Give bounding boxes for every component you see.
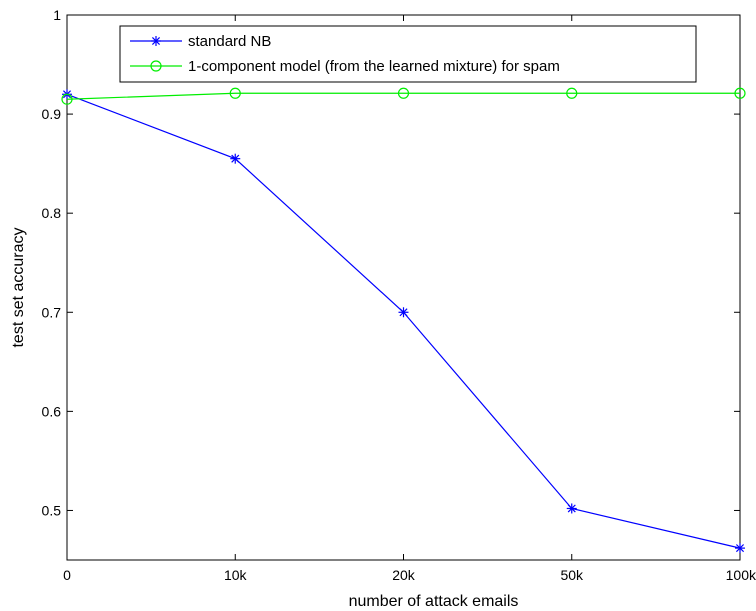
x-tick-label: 0: [63, 567, 71, 583]
series-1: [61, 87, 746, 105]
y-axis-label: test set accuracy: [10, 227, 27, 347]
series-layer: [61, 87, 746, 554]
x-tick-label: 10k: [224, 567, 248, 583]
legend: standard NB 1-component model (from the l…: [119, 25, 697, 83]
series-0: [62, 89, 745, 554]
x-tick-label: 100k: [726, 567, 756, 583]
y-tick-label: 0.7: [42, 304, 62, 320]
data-point: [566, 503, 577, 514]
y-tick-label: 0.5: [42, 502, 62, 518]
legend-label: 1-component model (from the learned mixt…: [188, 58, 560, 75]
y-axis: 0.5 0.6 0.7 0.8 0.9 1: [42, 7, 740, 518]
legend-marker: [151, 36, 161, 46]
data-point: [734, 87, 746, 99]
y-tick-label: 0.6: [42, 403, 62, 419]
x-tick-label: 50k: [560, 567, 584, 583]
legend-box: [119, 25, 697, 83]
data-point: [735, 543, 745, 554]
legend-entry: standard NB: [130, 33, 271, 50]
legend-marker: [150, 60, 162, 72]
data-point: [230, 153, 241, 164]
y-tick-label: 1: [53, 7, 61, 23]
data-point: [61, 93, 73, 105]
x-axis-label: number of attack emails: [349, 593, 519, 610]
data-point: [229, 87, 241, 99]
legend-entry: 1-component model (from the learned mixt…: [130, 58, 560, 75]
data-point: [566, 87, 578, 99]
y-tick-label: 0.9: [42, 106, 62, 122]
x-axis: 0 10k 20k 50k 100k: [63, 15, 756, 583]
y-tick-label: 0.8: [42, 205, 62, 221]
legend-label: standard NB: [188, 33, 271, 50]
data-point: [397, 87, 410, 99]
series-line: [66, 92, 740, 100]
data-point: [398, 307, 409, 318]
x-tick-label: 20k: [392, 567, 416, 583]
